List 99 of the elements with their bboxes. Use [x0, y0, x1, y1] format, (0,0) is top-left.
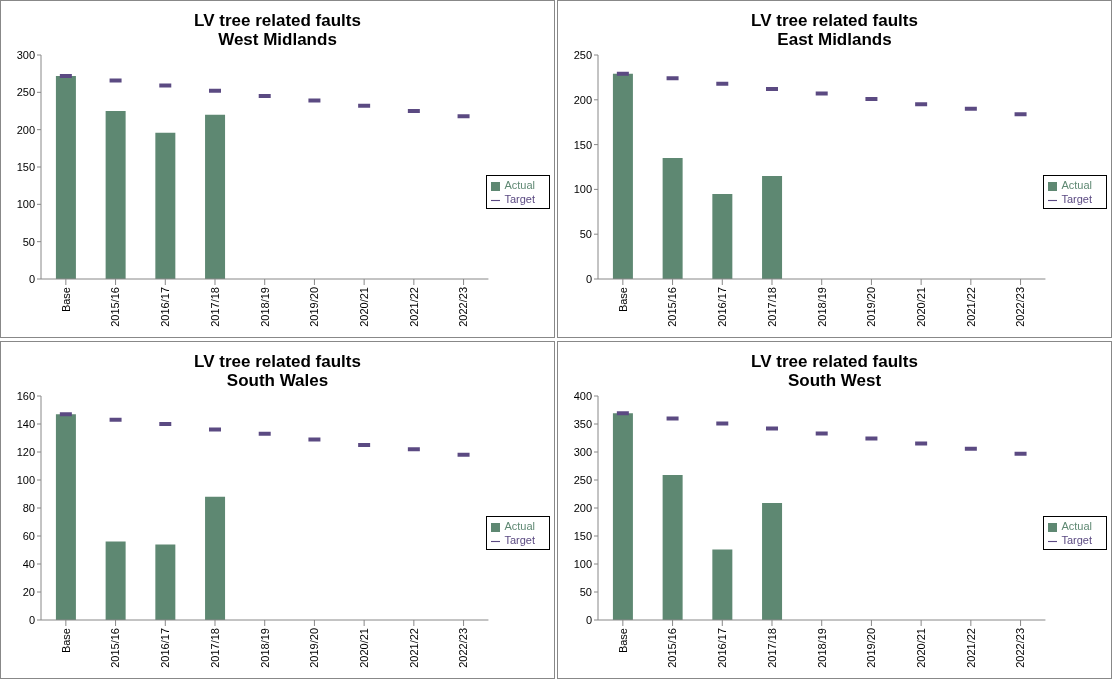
y-tick-label: 0 [28, 272, 35, 285]
bar [612, 413, 633, 620]
x-tick-label: 2019/20 [865, 628, 878, 668]
y-tick-label: 80 [22, 501, 35, 514]
legend-label: Actual [504, 520, 535, 532]
y-tick-label: 0 [28, 613, 35, 626]
x-tick-label: 2020/21 [357, 287, 370, 327]
bar [762, 502, 783, 620]
bar [205, 496, 226, 620]
y-tick-label: 60 [22, 529, 35, 542]
chart-title: LV tree related faults [193, 11, 362, 30]
bar [712, 193, 733, 279]
chart-subtitle: South West [786, 371, 883, 390]
x-tick-label: 2018/19 [258, 287, 271, 327]
y-tick-label: 150 [573, 138, 592, 151]
y-tick-label: 100 [16, 198, 35, 211]
x-tick-label: 2017/18 [765, 628, 778, 668]
bar [762, 175, 783, 279]
bar [55, 414, 76, 620]
y-tick-label: 250 [16, 86, 35, 99]
y-tick-label: 140 [16, 417, 35, 430]
x-tick-label: Base [59, 287, 72, 313]
x-tick-label: 2021/22 [964, 287, 977, 327]
bar [155, 544, 176, 620]
x-tick-label: Base [616, 628, 629, 654]
chart-subtitle: West Midlands [217, 30, 338, 49]
legend-label: Target [504, 193, 535, 205]
chart-title: LV tree related faults [750, 11, 919, 30]
legend-label: Actual [504, 179, 535, 191]
chart-subtitle: East Midlands [776, 30, 893, 49]
y-tick-label: 100 [573, 183, 592, 196]
bar [55, 75, 76, 279]
x-tick-label: 2019/20 [308, 287, 321, 327]
x-tick-label: 2020/21 [914, 628, 927, 668]
y-tick-label: 150 [16, 160, 35, 173]
legend-label: Target [1061, 534, 1092, 546]
chart-subtitle: South Wales [225, 371, 330, 390]
y-tick-label: 0 [585, 272, 592, 285]
y-tick-label: 100 [573, 557, 592, 570]
y-tick-label: 160 [16, 389, 35, 402]
legend-label: Target [1061, 193, 1092, 205]
y-tick-label: 40 [22, 557, 35, 570]
y-tick-label: 150 [573, 529, 592, 542]
x-tick-label: 2018/19 [815, 287, 828, 327]
x-tick-label: 2022/23 [457, 287, 470, 327]
x-tick-label: 2016/17 [159, 287, 172, 327]
x-tick-label: 2016/17 [159, 628, 172, 668]
x-tick-label: 2021/22 [964, 628, 977, 668]
x-tick-label: 2021/22 [407, 628, 420, 668]
y-tick-label: 300 [573, 445, 592, 458]
chart-title: LV tree related faults [750, 352, 919, 371]
y-tick-label: 400 [573, 389, 592, 402]
x-tick-label: 2015/16 [109, 628, 122, 668]
y-tick-label: 250 [573, 473, 592, 486]
y-tick-label: 20 [22, 585, 35, 598]
x-tick-label: 2016/17 [716, 287, 729, 327]
y-tick-label: 50 [22, 235, 35, 248]
x-tick-label: 2017/18 [208, 287, 221, 327]
x-tick-label: 2019/20 [865, 287, 878, 327]
x-tick-label: 2020/21 [914, 287, 927, 327]
x-tick-label: 2022/23 [457, 628, 470, 668]
x-tick-label: 2022/23 [1014, 628, 1027, 668]
y-tick-label: 350 [573, 417, 592, 430]
x-tick-label: 2017/18 [208, 628, 221, 668]
x-tick-label: 2022/23 [1014, 287, 1027, 327]
bar [662, 474, 683, 620]
y-tick-label: 200 [16, 123, 35, 136]
x-tick-label: 2015/16 [109, 287, 122, 327]
y-tick-label: 200 [573, 93, 592, 106]
legend-label: Actual [1061, 520, 1092, 532]
bar [612, 73, 633, 279]
bar [662, 158, 683, 279]
y-tick-label: 120 [16, 445, 35, 458]
x-tick-label: 2021/22 [407, 287, 420, 327]
legend-label: Target [504, 534, 535, 546]
y-tick-label: 100 [16, 473, 35, 486]
y-tick-label: 200 [573, 501, 592, 514]
y-tick-label: 300 [16, 48, 35, 61]
x-tick-label: 2020/21 [357, 628, 370, 668]
legend-label: Actual [1061, 179, 1092, 191]
y-tick-label: 50 [579, 585, 592, 598]
x-tick-label: 2018/19 [258, 628, 271, 668]
y-tick-label: 250 [573, 48, 592, 61]
x-tick-label: 2015/16 [666, 628, 679, 668]
bar [105, 541, 126, 620]
bar [205, 114, 226, 279]
bar [105, 111, 126, 279]
x-tick-label: Base [59, 628, 72, 654]
x-tick-label: 2019/20 [308, 628, 321, 668]
x-tick-label: 2016/17 [716, 628, 729, 668]
x-tick-label: Base [616, 287, 629, 313]
x-tick-label: 2015/16 [666, 287, 679, 327]
chart-title: LV tree related faults [193, 352, 362, 371]
x-tick-label: 2017/18 [765, 287, 778, 327]
bar [712, 549, 733, 620]
x-tick-label: 2018/19 [815, 628, 828, 668]
y-tick-label: 50 [579, 228, 592, 241]
y-tick-label: 0 [585, 613, 592, 626]
bar [155, 132, 176, 279]
